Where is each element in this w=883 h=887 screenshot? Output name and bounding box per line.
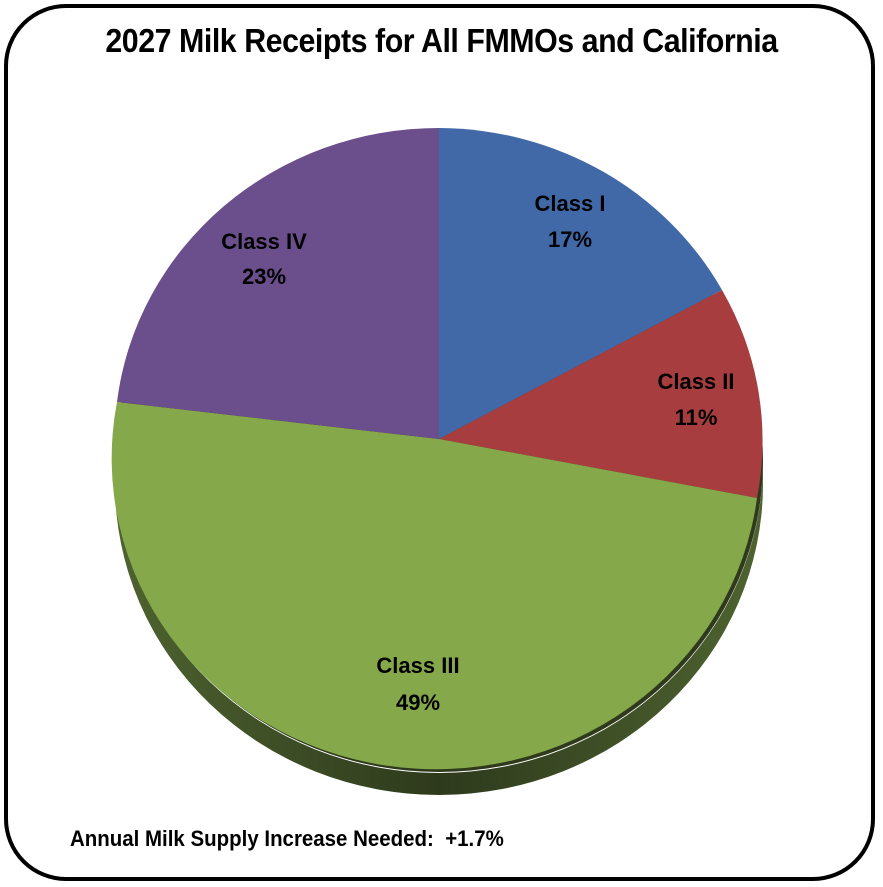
slice-class-iv[interactable]	[117, 127, 439, 439]
slice-class-iii[interactable]	[111, 402, 758, 770]
svg-text:17%: 17%	[548, 227, 592, 252]
svg-text:23%: 23%	[242, 264, 286, 289]
svg-text:Class III: Class III	[376, 653, 459, 678]
slice-label-class-i: Class I 17%	[535, 191, 606, 252]
supply-increase-note: Annual Milk Supply Increase Needed: +1.7…	[70, 826, 504, 851]
svg-text:Class IV: Class IV	[221, 229, 307, 254]
chart-title: 2027 Milk Receipts for All FMMOs and Cal…	[105, 22, 778, 59]
slice-label-class-ii: Class II 11%	[657, 369, 734, 430]
svg-text:Class I: Class I	[535, 191, 606, 216]
slice-label-class-iv: Class IV 23%	[221, 229, 307, 289]
svg-text:49%: 49%	[396, 690, 440, 715]
svg-text:11%: 11%	[675, 405, 718, 430]
slice-class-i[interactable]	[439, 128, 722, 439]
slice-label-class-iii: Class III 49%	[376, 653, 459, 715]
svg-text:Class II: Class II	[657, 369, 734, 394]
slice-class-ii[interactable]	[439, 290, 763, 498]
